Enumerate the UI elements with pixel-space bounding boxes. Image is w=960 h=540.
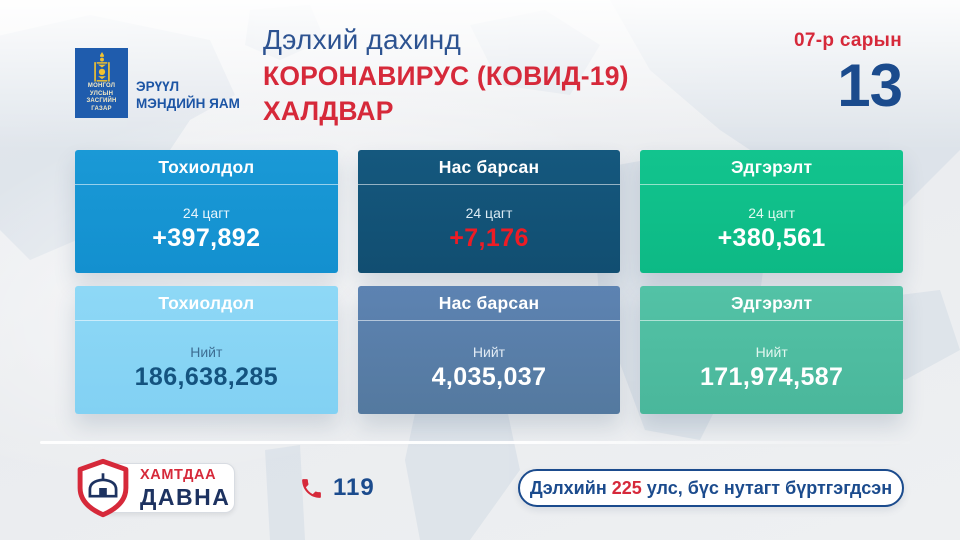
card-value: 171,974,587 [699,362,844,391]
card-body: Нийт 4,035,037 [358,321,621,414]
card-body: 24 цагт +397,892 [75,185,338,273]
title-line-2: КОРОНАВИРУС (КОВИД-19) [263,61,629,91]
card-value: 186,638,285 [134,362,279,391]
card-period-label: Нийт [472,343,506,360]
note-text: Дэлхийн 225 улс, бүс нутагт бүртгэгдсэн [529,477,893,498]
card-title: Эдгэрэлт [640,286,903,321]
phone-icon [302,478,321,498]
campaign-logo: ХАМТДАА ДАВНА [72,458,235,518]
card-body: 24 цагт +7,176 [358,185,621,273]
hotline-number: 119 [333,474,375,501]
campaign-line-1: ХАМТДАА [140,467,217,483]
report-date: 07-р сарын 13 [793,30,903,119]
note-country-count: 225 [611,477,642,498]
card-period-label: 24 цагт [748,205,796,221]
title-line-1: Дэлхий дахинд [263,24,461,55]
card-body: Нийт 186,638,285 [75,321,338,414]
title-line-3: ХАЛДВАР [263,96,394,126]
government-logo-caption: МОНГОЛ УЛСЫН ЗАСГИЙН ГАЗАР [86,83,117,112]
card-period-label: Нийт [190,343,223,360]
card-period-label: 24 цагт [465,205,513,221]
card-recovered-total: Эдгэрэлт Нийт 171,974,587 [640,286,903,414]
stat-cards-grid: Тохиолдол 24 цагт +397,892 Нас барсан 24… [75,150,903,414]
card-period-label: Нийт [755,343,788,360]
card-title: Эдгэрэлт [640,150,903,185]
card-cases-total: Тохиолдол Нийт 186,638,285 [75,286,338,414]
card-deaths-total: Нас барсан Нийт 4,035,037 [357,286,621,414]
campaign-text: ХАМТДАА ДАВНА [140,468,230,509]
shield-ger-icon [77,458,129,518]
card-value: +397,892 [152,224,261,252]
card-body: 24 цагт +380,561 [640,185,903,273]
government-logo: МОНГОЛ УЛСЫН ЗАСГИЙН ГАЗАР [75,48,128,118]
date-month-label: 07-р сарын [793,30,902,51]
campaign-line-2: ДАВНА [140,483,231,510]
page-title: Дэлхий дахинд КОРОНАВИРУС (КОВИД-19) ХАЛ… [263,24,629,127]
card-title: Нас барсан [357,286,621,321]
card-value: +7,176 [449,224,529,252]
world-countries-note: Дэлхийн 225 улс, бүс нутагт бүртгэгдсэн [518,469,904,507]
card-value: +380,561 [717,224,826,252]
hotline: 119 [299,474,375,502]
card-title: Тохиолдол [75,286,338,321]
card-value: 4,035,037 [431,362,547,391]
card-recovered-24h: Эдгэрэлт 24 цагт +380,561 [640,150,903,273]
card-title: Тохиолдол [75,150,338,185]
ministry-name: ЭРҮҮЛ МЭНДИЙН ЯАМ [136,79,240,111]
footer-divider [40,441,910,444]
date-day: 13 [837,52,903,119]
soyombo-emblem-icon [93,52,110,82]
card-period-label: 24 цагт [182,205,230,221]
card-body: Нийт 171,974,587 [640,321,903,414]
card-cases-24h: Тохиолдол 24 цагт +397,892 [75,150,338,273]
card-title: Нас барсан [357,150,621,185]
card-deaths-24h: Нас барсан 24 цагт +7,176 [357,150,621,273]
